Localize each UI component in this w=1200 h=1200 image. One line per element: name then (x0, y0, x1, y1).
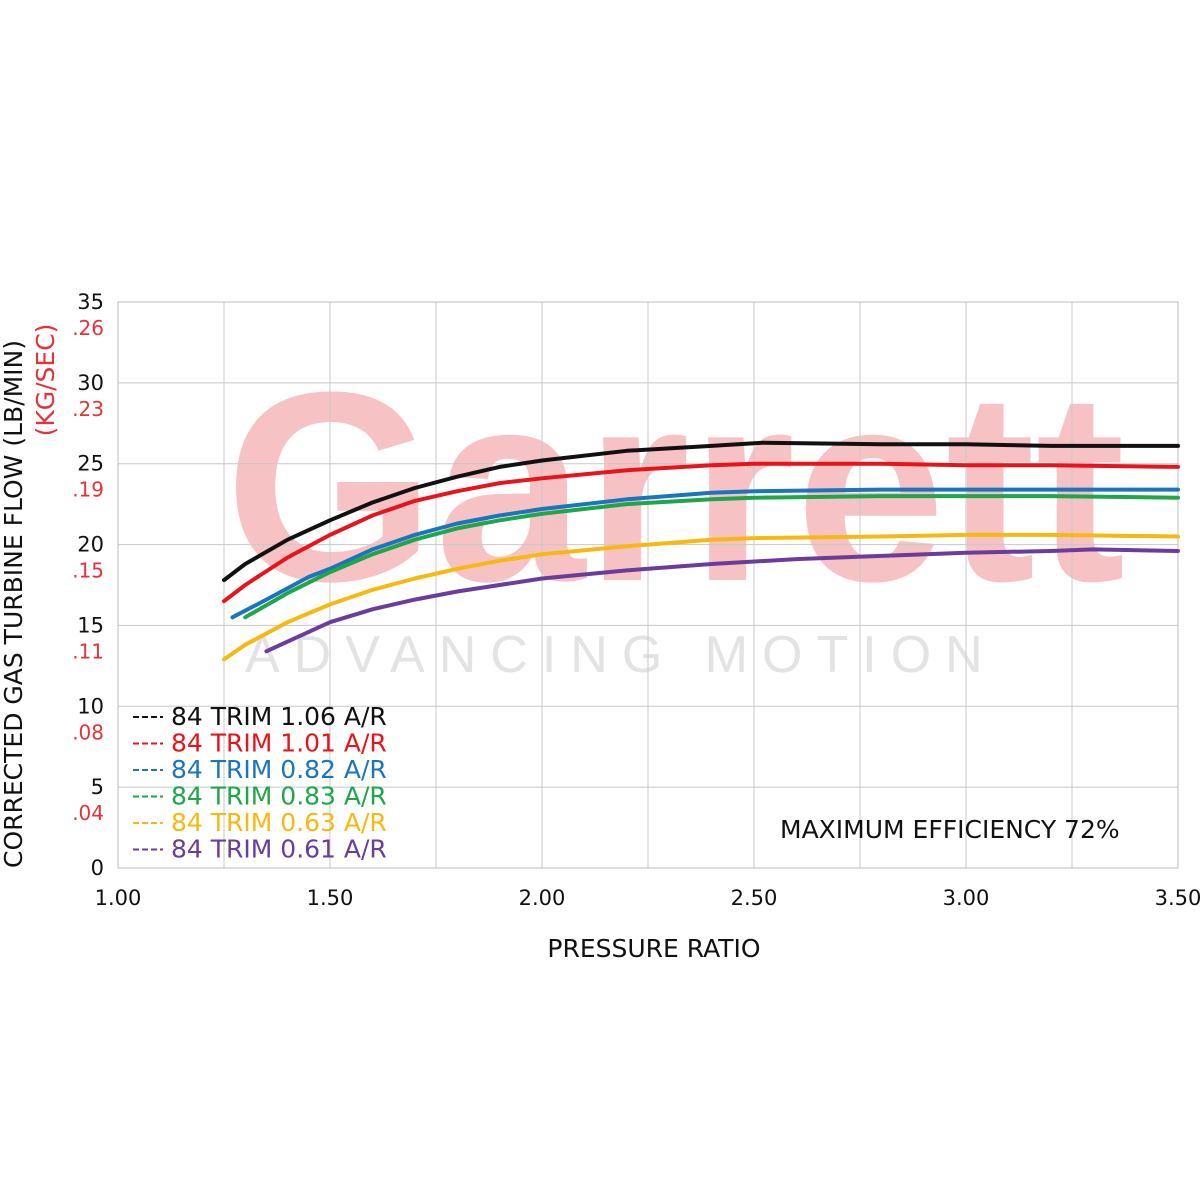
y-secondary-tick-label: .23 (72, 397, 104, 421)
x-tick-label: 1.00 (95, 886, 142, 910)
legend-entry: 84 TRIM 1.06 A/R (171, 702, 387, 731)
y-tick-label: 20 (77, 533, 104, 557)
series-line-3 (230, 487, 1180, 620)
x-tick-label: 2.50 (731, 886, 778, 910)
y-secondary-tick-label: .26 (72, 316, 104, 340)
grid-lines (117, 301, 1179, 869)
y-secondary-tick-label: .15 (72, 559, 104, 583)
y-tick-label: 30 (77, 371, 104, 395)
max-efficiency-annotation: MAXIMUM EFFICIENCY 72% (780, 815, 1120, 844)
legend: 84 TRIM 1.06 A/R84 TRIM 1.01 A/R84 TRIM … (133, 702, 387, 864)
legend-entry: 84 TRIM 0.63 A/R (171, 808, 387, 837)
axes: 1.00 1.50 2.00 2.50 3.00 3.50 0 5 10 15 20 25 30 35 .0… (0, 290, 1200, 963)
y-tick-label: 10 (77, 694, 104, 718)
series-line-5 (222, 532, 1180, 662)
series-line-2 (222, 461, 1180, 604)
legend-entry: 84 TRIM 0.61 A/R (171, 835, 387, 864)
y-tick-label: 25 (77, 452, 104, 476)
y-axis-title: CORRECTED GAS TURBINE FLOW (LB/MIN) (0, 340, 28, 868)
legend-entry: 84 TRIM 0.83 A/R (171, 782, 387, 811)
x-axis-title: PRESSURE RATIO (547, 934, 760, 963)
x-tick-label: 2.00 (519, 886, 566, 910)
legend-entry: 84 TRIM 1.01 A/R (171, 729, 387, 758)
watermark-tagline: ADVANCING MOTION (245, 626, 997, 684)
y-axis-secondary-title: (KG/SEC) (31, 324, 60, 437)
series-line-1 (222, 440, 1180, 583)
y-tick-label: 0 (91, 856, 104, 880)
series-line-6 (264, 547, 1180, 654)
y-tick-label: 5 (91, 775, 104, 799)
y-secondary-tick-label: .19 (72, 478, 104, 502)
x-tick-label: 1.50 (307, 886, 354, 910)
y-secondary-tick-label: .08 (72, 720, 104, 744)
y-secondary-tick-label: .11 (72, 639, 104, 663)
x-tick-label: 3.00 (943, 886, 990, 910)
series-lines (222, 440, 1180, 662)
legend-entry: 84 TRIM 0.82 A/R (171, 755, 387, 784)
x-tick-label: 3.50 (1155, 886, 1200, 910)
y-tick-label: 35 (77, 290, 104, 314)
plot-frame (117, 301, 1179, 869)
series-line-4 (243, 494, 1180, 620)
y-tick-label: 15 (77, 613, 104, 637)
y-secondary-tick-label: .04 (72, 801, 104, 825)
watermark-logo: Garrett ADVANCING MOTION (225, 337, 1125, 684)
